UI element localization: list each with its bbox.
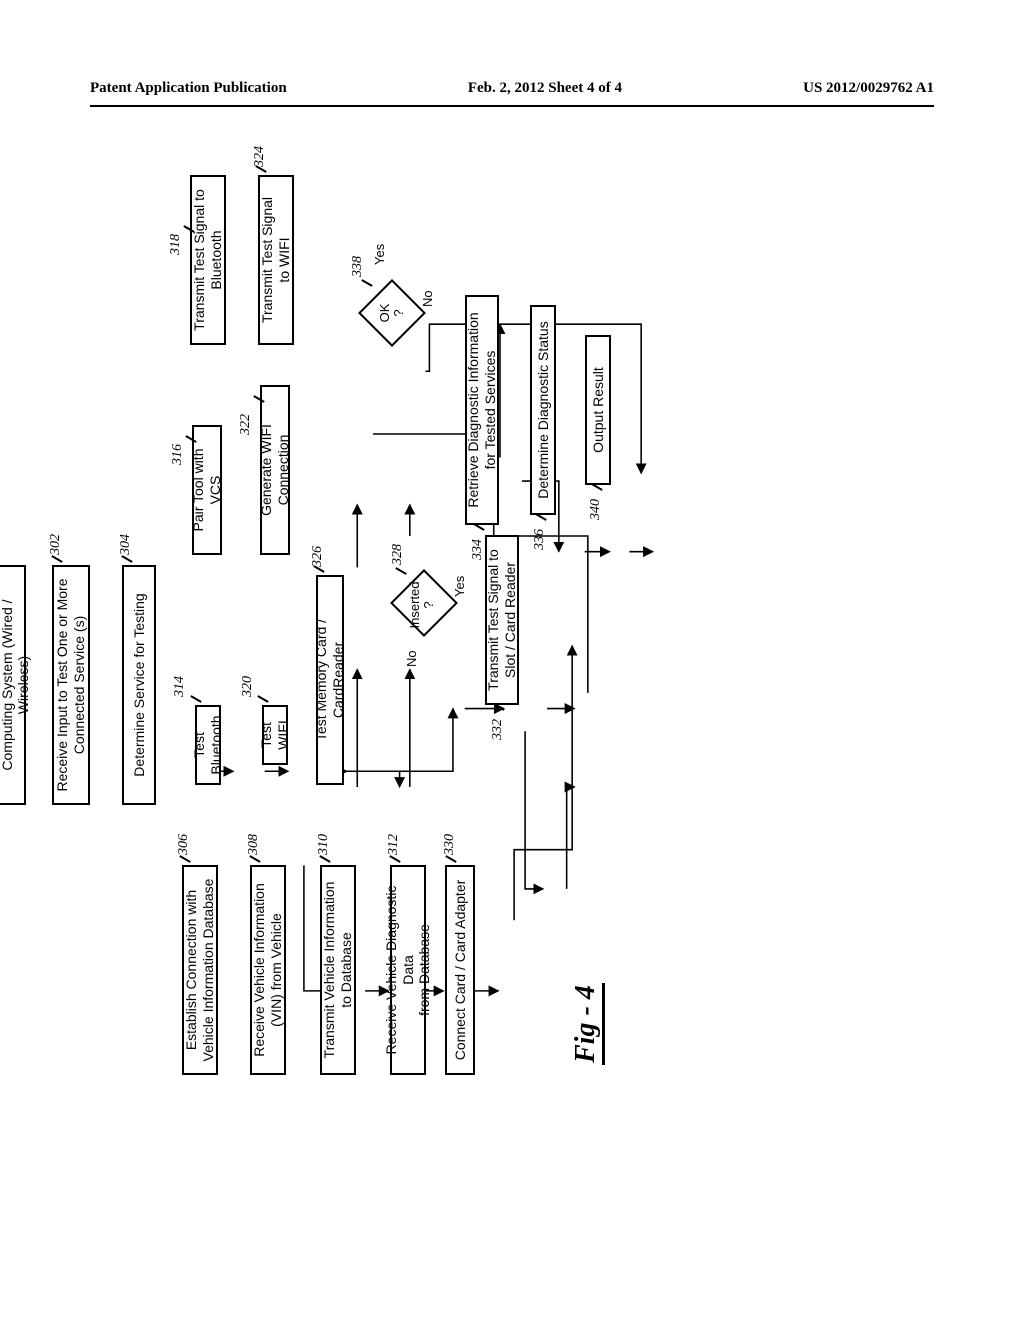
- ref-308: 308: [246, 834, 262, 855]
- node-332: Transmit Test Signal toSlot / Card Reade…: [485, 535, 519, 705]
- d338-yes: Yes: [372, 244, 387, 265]
- ref-326: 326: [310, 546, 326, 567]
- node-306: Establish Connection withVehicle Informa…: [182, 865, 218, 1075]
- ref-314: 314: [172, 676, 188, 697]
- ref-330: 330: [442, 834, 458, 855]
- header-left: Patent Application Publication: [90, 80, 287, 97]
- node-300: Connect Tool to VehicleComputing System …: [0, 565, 26, 805]
- node-324: Transmit Test Signalto WIFI: [258, 175, 294, 345]
- ref-316: 316: [170, 444, 186, 465]
- node-320: Test WIFI: [262, 705, 288, 765]
- ref-332: 332: [490, 719, 506, 740]
- ref-304: 304: [118, 534, 134, 555]
- node-336: Determine Diagnostic Status: [530, 305, 556, 515]
- header-rule: [90, 105, 934, 107]
- header-right: US 2012/0029762 A1: [803, 80, 934, 97]
- node-318: Transmit Test Signal toBluetooth: [190, 175, 226, 345]
- node-302: Receive Input to Test One or MoreConnect…: [52, 565, 90, 805]
- node-330: Connect Card / Card Adapter: [445, 865, 475, 1075]
- node-326: Test Memory Card / CardReader: [316, 575, 344, 785]
- ref-302: 302: [48, 534, 64, 555]
- node-314: Test Bluetooth: [195, 705, 221, 785]
- node-316: Pair Tool with VCS: [192, 425, 222, 555]
- page: Patent Application Publication Feb. 2, 2…: [0, 0, 1024, 1320]
- node-304: Determine Service for Testing: [122, 565, 156, 805]
- d338-no: No: [420, 290, 435, 307]
- ref-336: 336: [532, 529, 548, 550]
- ref-328: 328: [390, 544, 406, 565]
- ref-318: 318: [168, 234, 184, 255]
- node-312: Receive Vehicle Diagnostic Datafrom Data…: [390, 865, 426, 1075]
- page-header: Patent Application Publication Feb. 2, 2…: [90, 80, 934, 97]
- node-328: [390, 569, 458, 637]
- ref-340: 340: [588, 499, 604, 520]
- ref-310: 310: [316, 834, 332, 855]
- node-310: Transmit Vehicle Informationto Database: [320, 865, 356, 1075]
- node-338: [358, 279, 426, 347]
- ref-334: 334: [470, 539, 486, 560]
- d328-no: No: [404, 650, 419, 667]
- node-334: Retrieve Diagnostic Informationfor Teste…: [465, 295, 499, 525]
- header-center: Feb. 2, 2012 Sheet 4 of 4: [468, 80, 622, 97]
- node-340: Output Result: [585, 335, 611, 485]
- figure-label: Fig - 4: [570, 983, 605, 1065]
- d328-yes: Yes: [452, 576, 467, 597]
- ref-322: 322: [238, 414, 254, 435]
- ref-312: 312: [386, 834, 402, 855]
- flowchart: Connect Tool to VehicleComputing System …: [0, 285, 1010, 1085]
- node-308: Receive Vehicle Information(VIN) from Ve…: [250, 865, 286, 1075]
- ref-338: 338: [350, 256, 366, 277]
- node-322: Generate WIFI Connection: [260, 385, 290, 555]
- ref-320: 320: [240, 676, 256, 697]
- ref-306: 306: [176, 834, 192, 855]
- ref-324: 324: [252, 146, 268, 167]
